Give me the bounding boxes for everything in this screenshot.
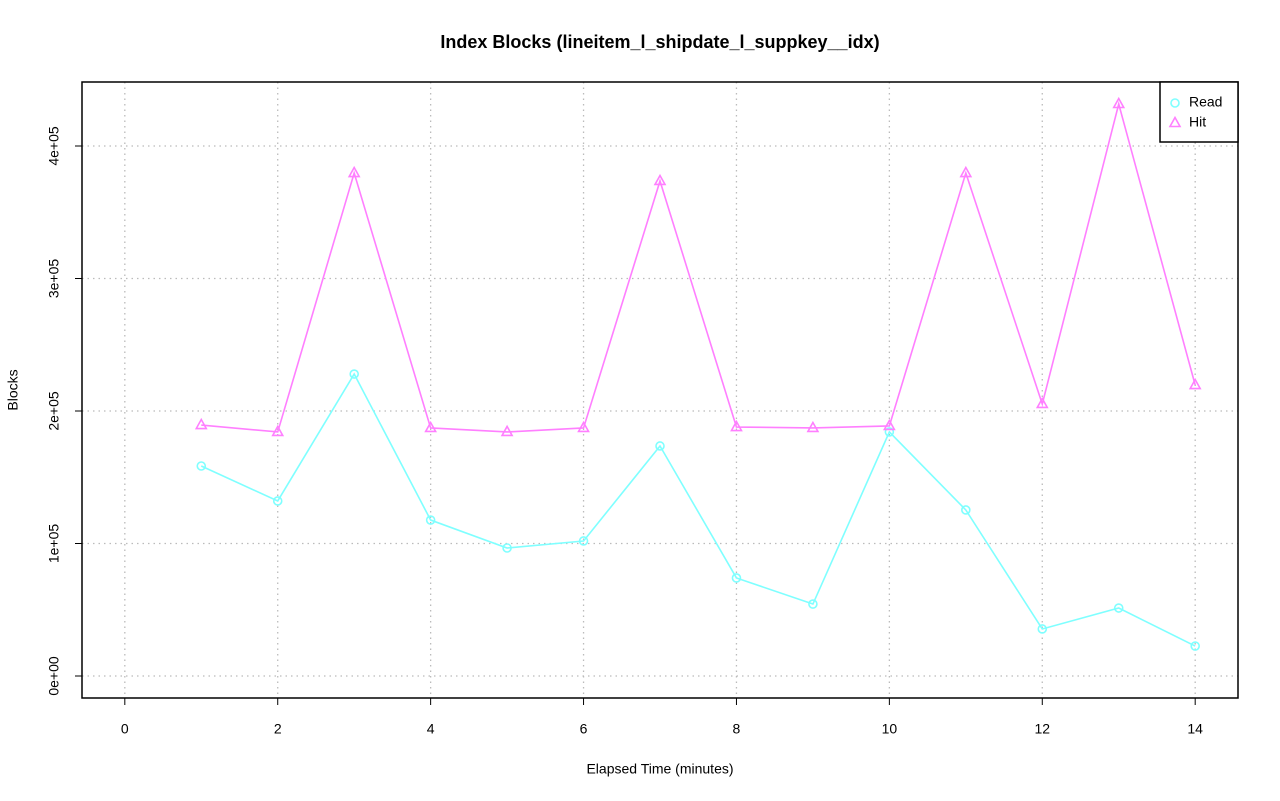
data-point [1113,603,1124,613]
data-point [1190,641,1200,651]
y-tick-label: 2e+05 [46,391,62,431]
plot-frame [81,81,1239,699]
y-axis-label: Blocks [5,369,21,410]
x-tick-label: 10 [882,721,898,737]
legend-marker [1170,98,1180,108]
x-tick-label: 8 [733,721,741,737]
x-tick-label: 6 [580,721,588,737]
data-point [730,419,743,432]
chart-title: Index Blocks (lineitem_l_shipdate_l_supp… [440,32,879,52]
x-tick-label: 4 [427,721,435,737]
data-point [347,165,361,178]
data-point [196,461,207,471]
data-point [577,420,590,433]
x-axis-label: Elapsed Time (minutes) [586,761,733,777]
x-tick-label: 0 [121,721,129,737]
data-point [655,441,665,451]
data-point [1188,377,1202,390]
data-point [806,420,820,433]
data-point [1035,396,1049,409]
data-point [425,515,436,525]
data-point [424,420,437,433]
y-tick-label: 1e+05 [46,524,62,564]
legend-marker [1168,115,1182,128]
y-tick-label: 4e+05 [46,126,62,166]
data-point [731,573,742,583]
data-point [271,424,285,437]
y-tick-label: 0e+00 [46,656,62,696]
data-point [1112,96,1126,109]
x-tick-label: 14 [1187,721,1203,737]
y-tick-label: 3e+05 [46,259,62,299]
data-point [1037,624,1048,634]
data-point [961,505,971,515]
data-point [884,427,895,437]
x-tick-label: 12 [1034,721,1050,737]
series-line [200,372,1196,647]
x-tick-label: 2 [274,721,282,737]
data-point [194,417,208,430]
data-point [653,173,667,186]
series-line [201,100,1196,433]
data-point [272,496,283,506]
data-point [959,165,973,178]
legend-label: Read [1189,94,1222,110]
data-point [883,418,896,431]
legend-label: Hit [1189,114,1206,130]
data-point [578,536,589,546]
data-point [808,599,818,609]
data-point [502,543,512,553]
legend-box [1159,81,1239,143]
data-point [500,424,514,437]
data-point [349,369,359,379]
